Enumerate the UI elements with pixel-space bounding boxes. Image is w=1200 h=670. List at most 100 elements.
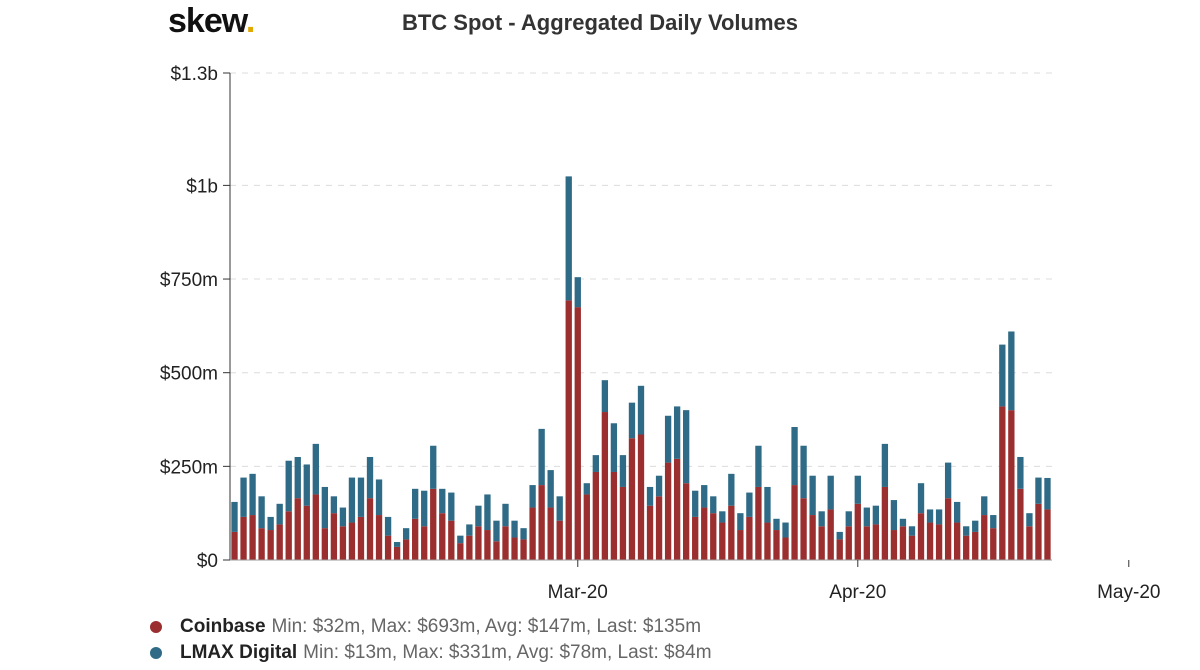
bar-coinbase	[773, 530, 780, 560]
bar-lmax-digital	[746, 492, 753, 517]
bar-lmax-digital	[475, 505, 482, 527]
bar-coinbase	[944, 498, 952, 560]
bar-coinbase	[529, 507, 536, 560]
bar-coinbase	[294, 498, 301, 560]
bar-coinbase	[249, 515, 256, 560]
bar-lmax-digital	[628, 402, 636, 439]
bar-lmax-digital	[836, 531, 843, 540]
bar-lmax-digital	[999, 344, 1006, 407]
bar-coinbase	[827, 509, 834, 560]
bar-lmax-digital	[683, 410, 690, 484]
bar-coinbase	[1008, 410, 1015, 560]
bar-coinbase	[375, 515, 383, 560]
bar-lmax-digital	[719, 511, 726, 523]
y-tick-label: $0	[197, 551, 218, 572]
bar-coinbase	[384, 535, 392, 560]
bar-coinbase	[755, 486, 762, 560]
bar-lmax-digital	[881, 443, 889, 487]
bar-coinbase	[981, 515, 988, 560]
y-tick-label: $250m	[160, 457, 218, 478]
bar-coinbase	[357, 516, 365, 560]
bar-lmax-digital	[484, 494, 491, 531]
legend: Coinbase Min: $32m, Max: $693m, Avg: $14…	[150, 614, 712, 666]
bar-coinbase	[610, 471, 618, 560]
bar-coinbase	[258, 528, 265, 560]
bar-coinbase	[574, 307, 581, 560]
bar-lmax-digital	[412, 488, 419, 519]
bar-coinbase	[511, 537, 518, 560]
bar-coinbase	[963, 535, 970, 560]
bar-coinbase	[439, 513, 446, 560]
bar-lmax-digital	[375, 479, 383, 516]
bar-coinbase	[583, 494, 590, 560]
bar-coinbase	[818, 526, 825, 560]
bar-coinbase	[285, 511, 292, 560]
bar-lmax-digital	[466, 524, 473, 536]
bar-lmax-digital	[529, 485, 536, 508]
legend-item-coinbase[interactable]: Coinbase Min: $32m, Max: $693m, Avg: $14…	[150, 614, 712, 640]
bars-layer	[231, 176, 1051, 560]
bar-lmax-digital	[348, 477, 356, 523]
bar-coinbase	[502, 526, 509, 560]
y-tick-label: $1.3b	[170, 64, 218, 85]
bar-lmax-digital	[312, 443, 319, 495]
bar-coinbase	[737, 530, 744, 560]
bar-lmax-digital	[673, 406, 681, 459]
bar-lmax-digital	[556, 496, 563, 521]
bar-coinbase	[330, 513, 338, 560]
bar-coinbase	[728, 505, 735, 560]
bar-lmax-digital	[1008, 331, 1015, 411]
bar-coinbase	[673, 458, 681, 560]
bar-lmax-digital	[538, 428, 545, 486]
bar-lmax-digital	[800, 445, 807, 499]
bar-lmax-digital	[655, 475, 663, 497]
bar-lmax-digital	[981, 496, 988, 516]
bar-lmax-digital	[863, 507, 870, 527]
bar-coinbase	[430, 488, 437, 560]
bar-coinbase	[664, 462, 672, 560]
bar-coinbase	[701, 507, 708, 560]
bar-lmax-digital	[710, 496, 717, 514]
y-tick-label: $1b	[186, 176, 218, 197]
bar-coinbase	[791, 485, 798, 560]
bar-coinbase	[990, 528, 997, 560]
bar-coinbase	[493, 541, 500, 560]
bar-coinbase	[972, 531, 979, 560]
bar-coinbase	[1017, 488, 1024, 560]
bar-coinbase	[601, 412, 609, 560]
legend-swatch-coinbase	[150, 621, 162, 633]
x-tick-label: Mar-20	[548, 582, 608, 603]
bar-coinbase	[366, 498, 374, 560]
bar-lmax-digital	[439, 488, 446, 514]
bar-lmax-digital	[583, 483, 590, 495]
bar-coinbase	[421, 526, 428, 560]
bar-lmax-digital	[610, 423, 618, 472]
bar-coinbase	[917, 513, 925, 560]
bar-coinbase	[800, 498, 807, 560]
bar-lmax-digital	[502, 503, 509, 527]
bar-coinbase	[655, 496, 663, 560]
bar-coinbase	[484, 530, 491, 560]
bar-lmax-digital	[664, 415, 672, 463]
bar-coinbase	[276, 524, 283, 560]
bar-lmax-digital	[457, 535, 464, 544]
bar-lmax-digital	[619, 455, 627, 487]
legend-item-lmax-digital[interactable]: LMAX Digital Min: $13m, Max: $331m, Avg:…	[150, 640, 712, 666]
bar-lmax-digital	[1017, 456, 1024, 489]
bar-coinbase	[637, 434, 645, 560]
bar-lmax-digital	[692, 490, 699, 517]
bar-coinbase	[240, 516, 247, 560]
bar-lmax-digital	[240, 477, 247, 517]
bar-lmax-digital	[1035, 477, 1042, 504]
x-tick-label: May-20	[1097, 582, 1160, 603]
bar-coinbase	[231, 531, 238, 560]
bar-coinbase	[683, 483, 690, 560]
chart-title: BTC Spot - Aggregated Daily Volumes	[401, 10, 799, 35]
bar-coinbase	[854, 503, 861, 560]
bar-lmax-digital	[321, 486, 328, 529]
bar-coinbase	[881, 486, 889, 560]
bar-lmax-digital	[1044, 477, 1051, 510]
bar-coinbase	[267, 530, 274, 560]
bar-coinbase	[565, 300, 572, 560]
bar-coinbase	[1026, 526, 1033, 560]
